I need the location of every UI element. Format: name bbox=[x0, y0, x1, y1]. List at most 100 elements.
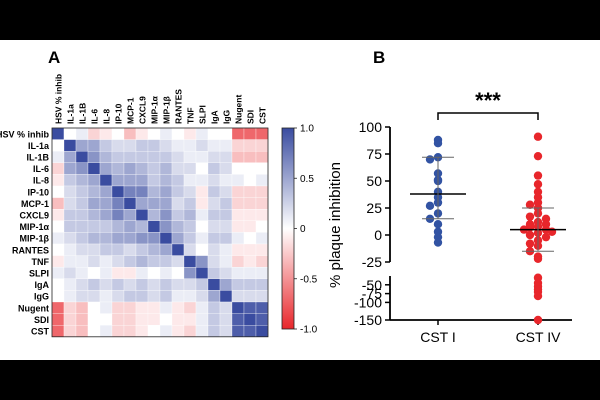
heatmap-cell bbox=[135, 209, 149, 221]
heatmap-cell bbox=[63, 325, 77, 337]
heatmap-cell bbox=[147, 313, 161, 326]
y-tick-label: 100 bbox=[359, 119, 383, 135]
heatmap-cell bbox=[171, 127, 185, 140]
heatmap-cell bbox=[87, 301, 101, 314]
heatmap-cell bbox=[219, 162, 233, 175]
heatmap-cell bbox=[231, 255, 245, 268]
heatmap-cell bbox=[195, 313, 209, 326]
heatmap-cell bbox=[207, 197, 221, 210]
heatmap-cell bbox=[99, 267, 113, 279]
heatmap-cell bbox=[135, 151, 149, 163]
heatmap-cell bbox=[99, 127, 113, 140]
heatmap-cell bbox=[159, 139, 173, 152]
heatmap-cell bbox=[183, 255, 197, 268]
heatmap-cell bbox=[207, 162, 221, 175]
heatmap-cell bbox=[51, 220, 65, 233]
data-point bbox=[533, 151, 543, 161]
heatmap-cell bbox=[255, 174, 269, 187]
heatmap-cell bbox=[243, 301, 257, 314]
heatmap-cell bbox=[195, 325, 209, 337]
heatmap-cell bbox=[255, 139, 269, 152]
heatmap-cell bbox=[219, 255, 233, 268]
heatmap-cell bbox=[195, 162, 209, 175]
heatmap-cell bbox=[147, 325, 161, 337]
heatmap-cell bbox=[51, 255, 65, 268]
heatmap-cell bbox=[255, 127, 269, 140]
heatmap-cell bbox=[231, 290, 245, 303]
heatmap-cell bbox=[51, 197, 65, 210]
heatmap-cell bbox=[159, 325, 173, 337]
data-point bbox=[541, 232, 551, 242]
heatmap-cell bbox=[51, 267, 65, 279]
heatmap-cell bbox=[87, 209, 101, 221]
heatmap-cell bbox=[255, 162, 269, 175]
heatmap-cell bbox=[111, 162, 125, 175]
heatmap-cell bbox=[123, 255, 137, 268]
heatmap-cell bbox=[147, 127, 161, 140]
heatmap-cell bbox=[63, 162, 77, 175]
heatmap-cell bbox=[87, 267, 101, 279]
y-tick-label: -50 bbox=[362, 277, 382, 293]
heatmap-cell bbox=[111, 325, 125, 337]
heatmap-cell bbox=[51, 162, 65, 175]
heatmap-cell bbox=[147, 151, 161, 163]
heatmap-cell bbox=[75, 243, 89, 256]
heatmap-cell bbox=[219, 127, 233, 140]
heatmap-cell bbox=[243, 185, 257, 198]
heatmap-cell bbox=[171, 301, 185, 314]
heatmap-cell bbox=[183, 139, 197, 152]
heatmap-cell bbox=[51, 232, 65, 245]
heatmap-cell bbox=[243, 232, 257, 245]
data-point bbox=[433, 139, 443, 148]
heatmap-cell bbox=[51, 290, 65, 303]
heatmap-cell bbox=[147, 197, 161, 210]
heatmap-cell bbox=[75, 174, 89, 187]
heatmap-col-label: MIP-1α bbox=[150, 95, 160, 124]
heatmap-cell bbox=[87, 313, 101, 326]
heatmap-cell bbox=[243, 209, 257, 221]
data-point bbox=[425, 155, 435, 164]
data-point bbox=[433, 238, 443, 247]
heatmap-cell bbox=[207, 174, 221, 187]
heatmap-cell bbox=[231, 301, 245, 314]
heatmap-cell bbox=[255, 232, 269, 245]
data-point bbox=[425, 201, 435, 211]
heatmap-cell bbox=[159, 278, 173, 291]
heatmap-cell bbox=[75, 220, 89, 233]
heatmap-col-label: MIP-1β bbox=[162, 96, 172, 124]
y-tick-label: 50 bbox=[366, 173, 382, 189]
heatmap-row-label: SLPI bbox=[29, 269, 49, 279]
heatmap-cell bbox=[207, 127, 221, 140]
data-point bbox=[533, 180, 543, 189]
heatmap-cell bbox=[147, 220, 161, 233]
heatmap-cell bbox=[123, 301, 137, 314]
heatmap-cell bbox=[195, 301, 209, 314]
heatmap-cell bbox=[183, 232, 197, 245]
heatmap-cell bbox=[75, 267, 89, 279]
heatmap-col-label: SLPI bbox=[198, 105, 208, 124]
heatmap-cell bbox=[219, 313, 233, 326]
colorbar-tick-label: 0.5 bbox=[300, 174, 314, 185]
heatmap-cell bbox=[171, 151, 185, 163]
heatmap-cell bbox=[87, 185, 101, 198]
heatmap-cell bbox=[63, 301, 77, 314]
heatmap-cell bbox=[219, 325, 233, 337]
heatmap-cell bbox=[51, 278, 65, 291]
heatmap-cell bbox=[135, 278, 149, 291]
heatmap-cell bbox=[75, 290, 89, 303]
heatmap-cell bbox=[207, 220, 221, 233]
heatmap-cell bbox=[87, 290, 101, 303]
heatmap-cell bbox=[207, 209, 221, 221]
heatmap-cell bbox=[255, 243, 269, 256]
heatmap-cell bbox=[231, 220, 245, 233]
heatmap-cell bbox=[243, 174, 257, 187]
heatmap-cell bbox=[123, 209, 137, 221]
heatmap-cell bbox=[195, 278, 209, 291]
heatmap-cell bbox=[255, 220, 269, 233]
heatmap-cell bbox=[51, 301, 65, 314]
heatmap-cell bbox=[87, 255, 101, 268]
heatmap-cell bbox=[171, 267, 185, 279]
heatmap-cell bbox=[183, 301, 197, 314]
heatmap-cell bbox=[219, 243, 233, 256]
heatmap-cell bbox=[147, 232, 161, 245]
